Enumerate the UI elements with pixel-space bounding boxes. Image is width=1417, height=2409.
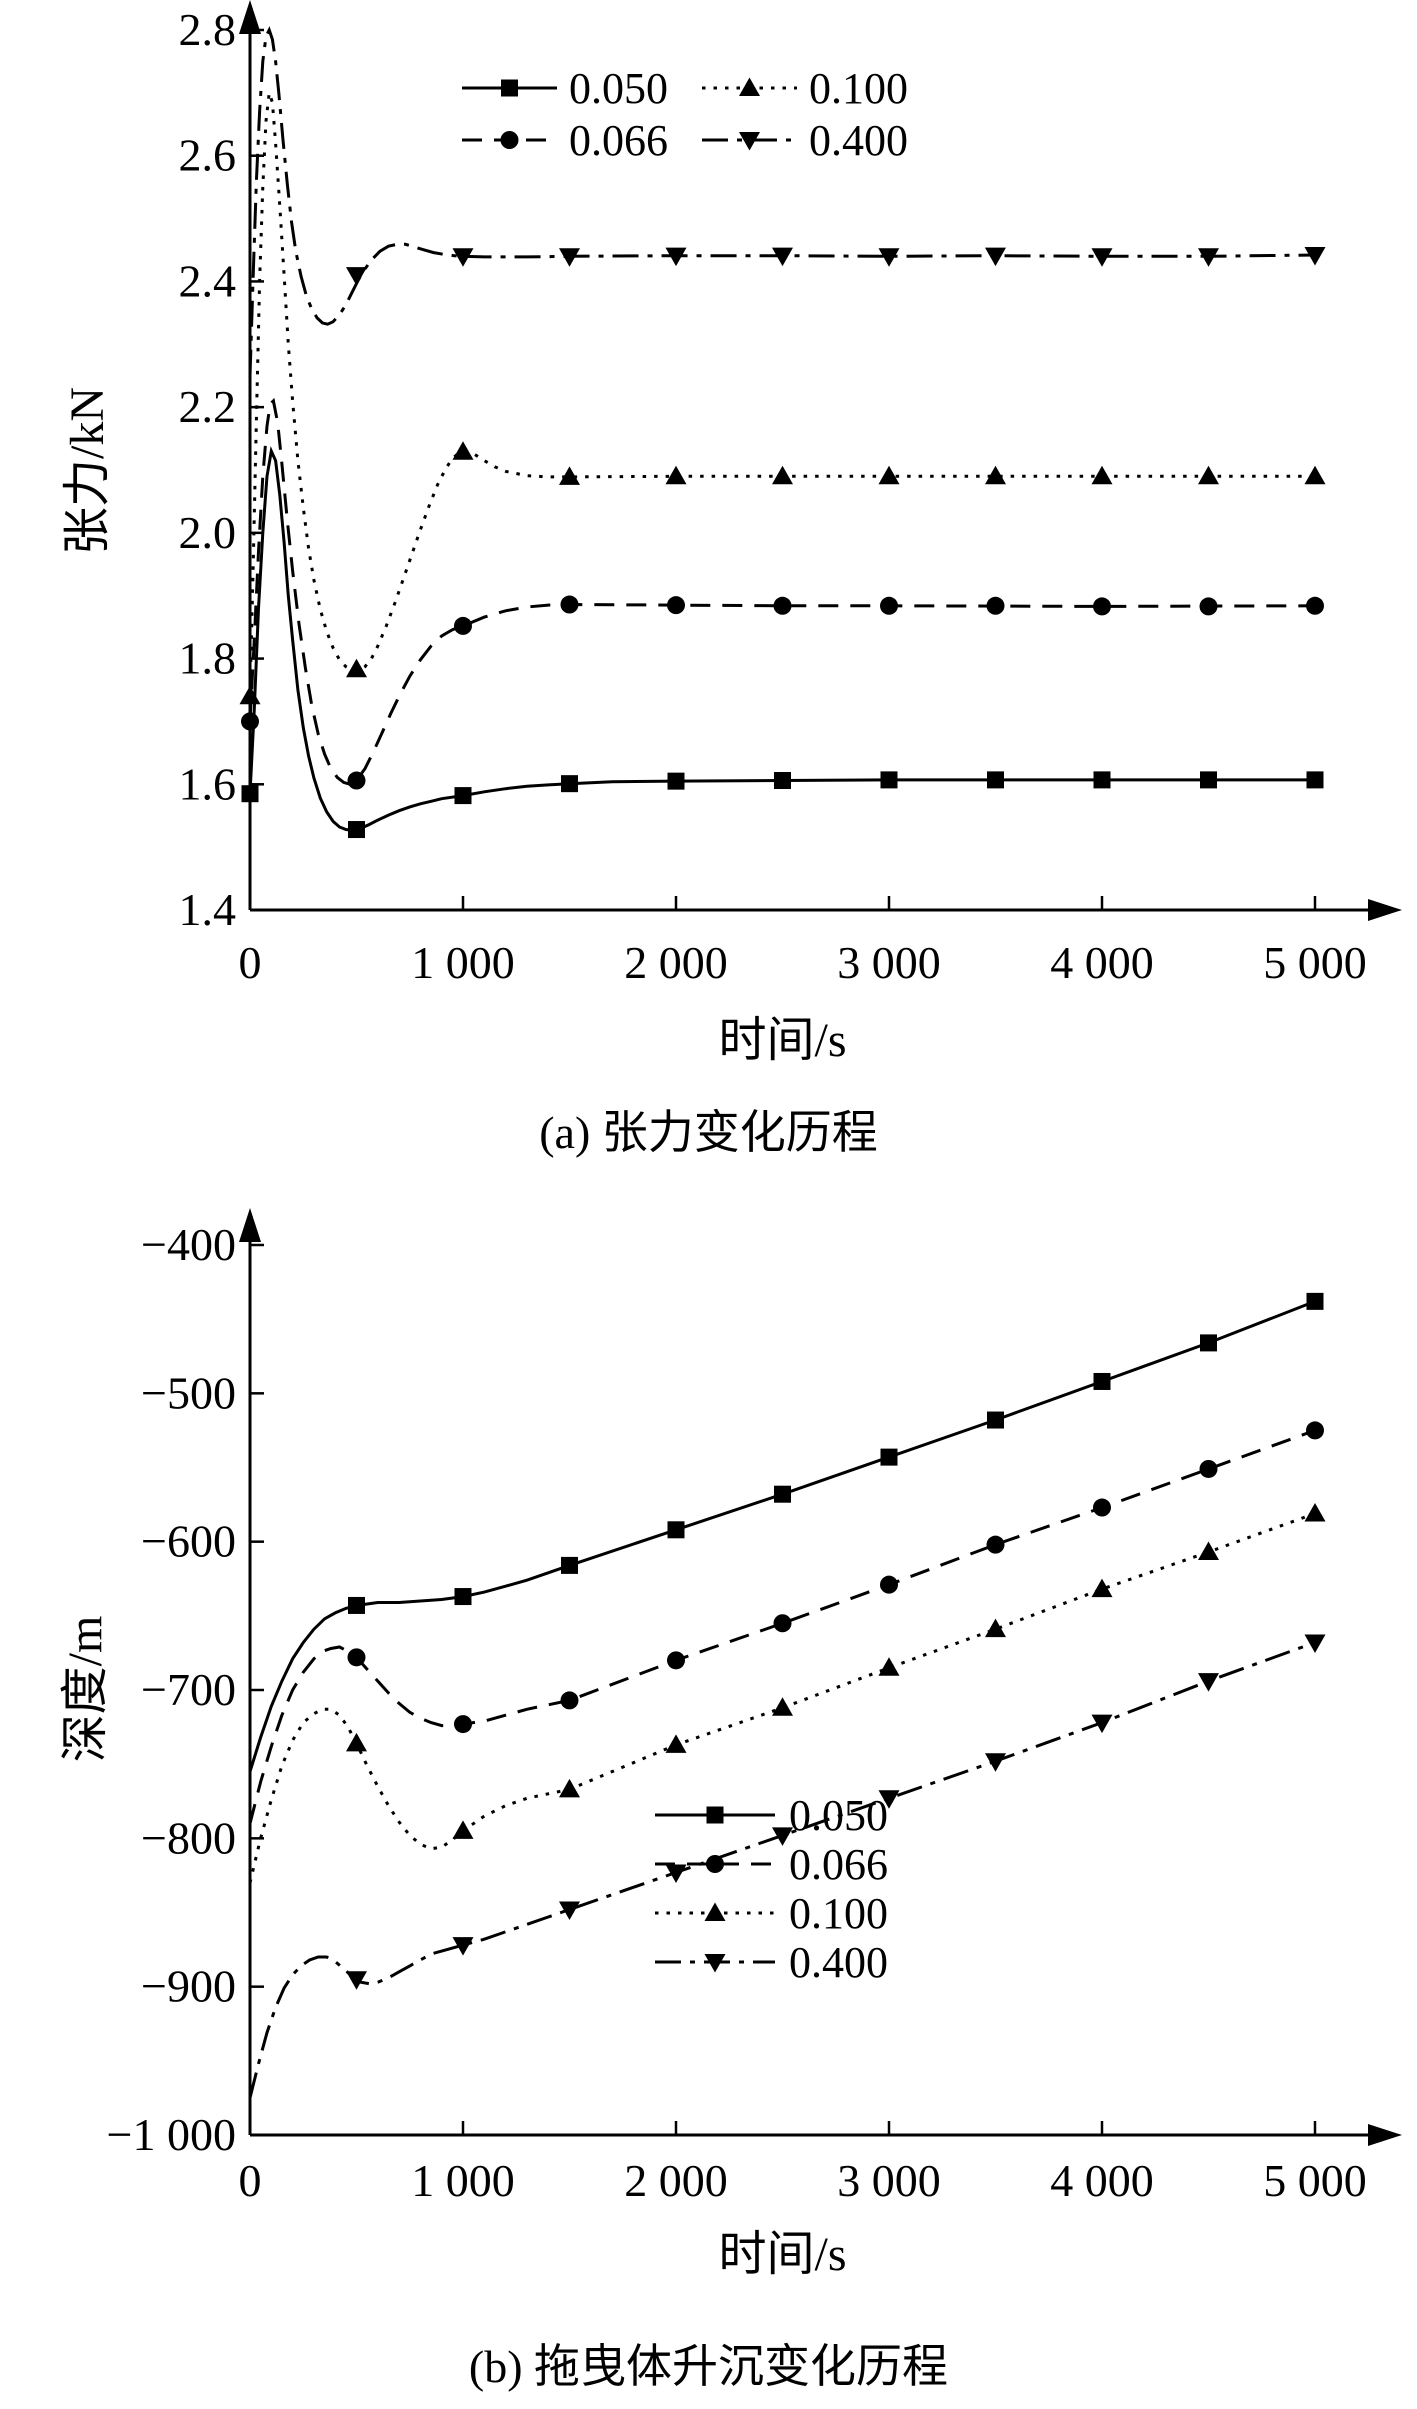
y-axis-arrow [239,1208,261,1242]
y-tick-label: 2.0 [179,507,237,558]
series-line-0.100 [248,92,1315,697]
panel-b-y-axis-label: 深度/m [59,1615,112,1763]
panel-b-caption: (b) 拖曳体升沉变化历程 [468,2341,949,2392]
series-markers-0.100 [346,1502,1326,1839]
legend-label-0.050: 0.050 [569,64,668,113]
legend-marker-0.066 [500,131,519,149]
y-tick-label: −600 [141,1516,236,1567]
series-markers-0.050 [348,1292,1324,1614]
axes [248,12,1372,912]
axes [248,1220,1372,2137]
legend-marker-0.050 [706,1806,724,1824]
panel-a-plot: 0 1 000 2 000 3 000 4 000 5 000 1.4 1.6 1.8 2.0 2.… [179,0,1402,988]
x-tick-label: 1 000 [411,937,515,988]
y-tick-label: 2.4 [179,255,237,306]
x-tick-label: 2 000 [624,937,728,988]
legend-label-0.100: 0.100 [789,1889,888,1938]
series-line-0.050 [248,1300,1316,1773]
tick-labels: 0 1 000 2 000 3 000 4 000 5 000 1.4 1.6 1.8 2.0 2.… [179,4,1367,988]
legend-marker-0.100 [704,1902,726,1921]
x-tick-label: 1 000 [411,2155,515,2206]
x-tick-label: 5 000 [1263,2155,1367,2206]
panel-b-plot: 0 1 000 2 000 3 000 4 000 5 000 −400 −500 −600 −7… [107,1208,1402,2206]
tick-labels: 0 1 000 2 000 3 000 4 000 5 000 −400 −500 −600 −7… [107,1219,1367,2206]
series-markers-0.400 [346,247,1326,286]
series-markers-0.066 [241,595,1324,790]
y-tick-label: −400 [141,1219,236,1270]
legend-marker-0.400 [739,132,760,151]
legend-marker-0.066 [706,1855,724,1873]
series-markers-0.400 [346,1634,1326,1990]
y-tick-label: 1.8 [179,633,237,684]
panel-a-x-axis-label: 时间/s [718,1014,847,1067]
series-line-0.066 [248,1428,1316,1824]
series-line-0.066 [248,397,1316,786]
ticks [248,1243,1317,2137]
legend-label-0.066: 0.066 [569,116,668,165]
x-tick-label: 4 000 [1050,2155,1154,2206]
panel-b-x-axis-label: 时间/s [718,2228,847,2281]
x-axis-arrow [1368,2124,1402,2146]
y-tick-label: 2.6 [179,130,237,181]
legend-label-0.100: 0.100 [809,64,908,113]
y-tick-label: 2.8 [179,4,237,55]
legend-label-0.400: 0.400 [809,116,908,165]
x-tick-label: 3 000 [837,2155,941,2206]
y-axis-arrow [239,0,261,34]
legend-marker-0.100 [739,77,760,96]
series-markers-0.066 [347,1421,1324,1734]
y-tick-label: 2.2 [179,381,237,432]
x-tick-label: 4 000 [1050,937,1154,988]
panel-a-y-axis-label: 张力/kN [61,387,114,556]
series-line-0.400 [248,1641,1316,2099]
legend-label-0.050: 0.050 [789,1791,888,1840]
legend-marker-0.050 [501,79,518,97]
x-tick-label: 2 000 [624,2155,728,2206]
y-tick-label: 1.4 [179,884,237,935]
panel-a-caption: (a) 张力变化历程 [539,1107,878,1158]
series-markers-0.100 [239,441,1326,705]
series-markers-0.050 [241,771,1324,839]
legend-label-0.066: 0.066 [789,1840,888,1889]
y-tick-label: −700 [141,1664,236,1715]
series-line-0.400 [248,26,1316,376]
y-tick-label: −500 [141,1367,236,1418]
x-tick-label: 3 000 [837,937,941,988]
y-tick-label: −800 [141,1812,236,1863]
y-tick-label: −1 000 [107,2109,236,2160]
series-line-0.100 [248,1512,1316,1884]
x-tick-label: 0 [239,2155,262,2206]
y-tick-label: 1.6 [179,758,237,809]
x-tick-label: 5 000 [1263,937,1367,988]
x-tick-label: 0 [239,937,262,988]
legend-label-0.400: 0.400 [789,1938,888,1987]
legend-marker-0.400 [704,1954,726,1973]
y-tick-label: −900 [141,1961,236,2012]
x-axis-arrow [1368,899,1402,921]
